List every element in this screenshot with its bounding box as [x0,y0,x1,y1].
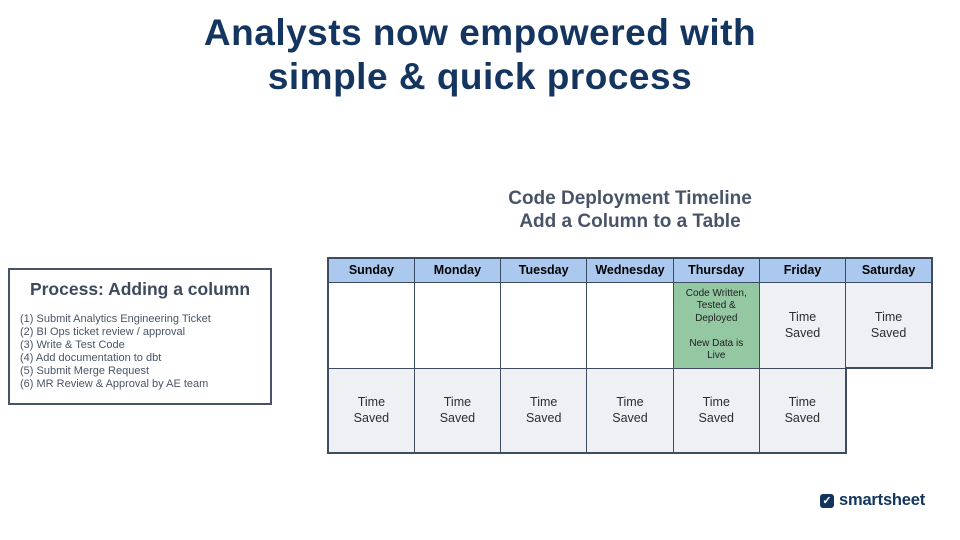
process-step: (3) Write & Test Code [20,339,125,351]
timeline-table: Sunday Monday Tuesday Wednesday Thursday… [326,257,934,454]
week-row-1: Code Written, Tested & Deployed New Data… [326,281,934,369]
cell-empty [586,281,674,369]
day-header-friday: Friday [758,257,847,283]
cell-time-saved: Time Saved [672,367,760,454]
day-header-row: Sunday Monday Tuesday Wednesday Thursday… [326,257,934,283]
cell-time-saved: Time Saved [845,281,934,369]
cell-empty [500,281,588,369]
process-step: (5) Submit Merge Request [20,365,149,377]
process-step: (6) MR Review & Approval by AE team [20,378,209,390]
cell-time-saved: Time Saved [758,281,847,369]
process-box: Process: Adding a column (1) Submit Anal… [8,268,272,405]
cell-code-deployed: Code Written, Tested & Deployed New Data… [672,281,760,369]
cell-time-saved: Time Saved [413,367,502,454]
day-header-monday: Monday [413,257,502,283]
week-row-2: Time Saved Time Saved Time Saved Time Sa… [326,367,932,454]
process-step: (4) Add documentation to dbt [20,352,162,364]
cell-time-saved: Time Saved [326,367,415,454]
brand-name: smartsheet [839,491,926,509]
day-header-tuesday: Tuesday [500,257,588,283]
cell-hidden-saturday [846,368,932,453]
day-header-saturday: Saturday [845,257,934,283]
slide-title: Analysts now empowered with simple & qui… [203,12,757,97]
cell-time-saved: Time Saved [500,367,588,454]
process-steps-list: (1) Submit Analytics Engineering Ticket … [20,313,264,391]
day-header-thursday: Thursday [672,257,760,283]
cell-empty [413,281,502,369]
cell-time-saved: Time Saved [758,367,847,454]
smartsheet-logo: ✓ smartsheet [820,491,925,510]
process-step: (2) BI Ops ticket review / approval [20,326,186,338]
process-box-title: Process: Adding a column [29,279,251,299]
checked-checkbox-icon: ✓ [820,493,834,508]
process-step: (1) Submit Analytics Engineering Ticket [20,313,211,325]
cell-empty [326,281,415,369]
day-header-wednesday: Wednesday [586,257,674,283]
timeline-heading: Code Deployment Timeline Add a Column to… [508,188,752,232]
day-header-sunday: Sunday [326,257,415,283]
cell-time-saved: Time Saved [586,367,674,454]
